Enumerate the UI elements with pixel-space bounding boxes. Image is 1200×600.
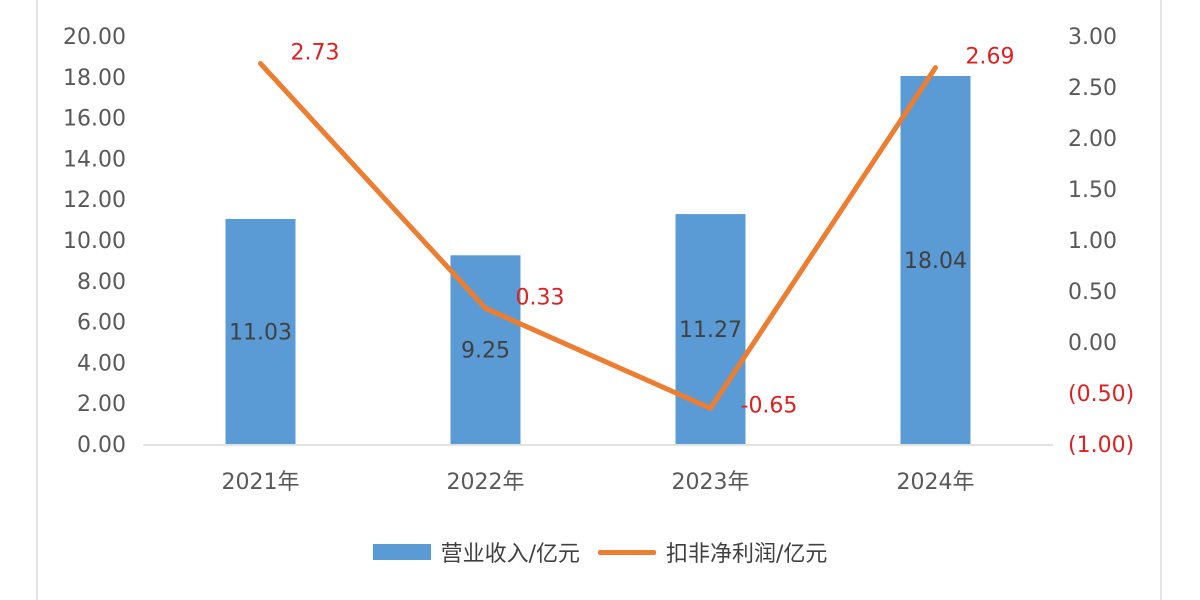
- revenue-bar: [225, 218, 296, 444]
- profit-data-label: 2.73: [291, 41, 340, 66]
- profit-data-label: 0.33: [516, 285, 565, 310]
- profit-point: [934, 66, 937, 69]
- legend-item-revenue: 营业收入/亿元: [372, 536, 580, 568]
- revenue-bars: 11.03 9.25 11.27 18.04: [225, 75, 971, 444]
- category-labels: 2021年 2022年 2023年 2024年: [222, 470, 975, 495]
- left-tick-label: 20.00: [63, 25, 126, 50]
- left-tick-label: 6.00: [77, 311, 126, 336]
- right-tick-label: 3.00: [1068, 25, 1117, 50]
- left-tick-label: 16.00: [63, 107, 126, 132]
- category-label: 2023年: [672, 470, 750, 495]
- right-tick-label: (1.00): [1068, 433, 1134, 458]
- right-tick-label: (0.50): [1068, 382, 1134, 407]
- left-axis: 20.00 18.00 16.00 14.00 12.00 10.00 8.00 6.00 4.…: [63, 25, 126, 458]
- legend: 营业收入/亿元 扣非净利润/亿元: [0, 536, 1200, 568]
- right-axis: 3.00 2.50 2.00 1.50 1.00 0.50 0.00 (0.50) (1.00): [1068, 25, 1134, 458]
- profit-data-label: 2.69: [966, 45, 1015, 70]
- profit-line: [258, 61, 938, 411]
- profit-point: [259, 62, 262, 65]
- left-tick-label: 18.00: [63, 66, 126, 91]
- revenue-bar-label: 11.03: [229, 320, 292, 345]
- left-tick-label: 0.00: [77, 433, 126, 458]
- legend-label-revenue: 营业收入/亿元: [440, 542, 580, 567]
- profit-point: [709, 407, 712, 410]
- left-tick-label: 8.00: [77, 270, 126, 295]
- revenue-bar-label: 11.27: [679, 318, 742, 343]
- legend-item-profit: 扣非净利润/亿元: [598, 536, 827, 568]
- right-tick-label: 2.50: [1068, 76, 1117, 101]
- legend-swatch-line: [598, 549, 656, 555]
- left-tick-label: 4.00: [77, 351, 126, 376]
- right-tick-label: 1.50: [1068, 178, 1117, 203]
- profit-line-series: 2.73 0.33 -0.65 2.69: [258, 41, 1015, 418]
- left-tick-label: 2.00: [77, 392, 126, 417]
- revenue-bar: [900, 75, 971, 444]
- profit-point: [484, 307, 487, 310]
- revenue-bar: [450, 255, 521, 444]
- left-tick-label: 10.00: [63, 229, 126, 254]
- right-tick-label: 0.50: [1068, 280, 1117, 305]
- right-frame-border: [1160, 0, 1162, 600]
- left-frame-border: [36, 0, 38, 600]
- legend-label-profit: 扣非净利润/亿元: [666, 542, 828, 567]
- category-label: 2022年: [447, 470, 525, 495]
- category-label: 2024年: [897, 470, 975, 495]
- right-tick-label: 2.00: [1068, 127, 1117, 152]
- left-tick-label: 12.00: [63, 188, 126, 213]
- right-tick-label: 1.00: [1068, 229, 1117, 254]
- legend-swatch-bar: [372, 544, 431, 560]
- revenue-bar-label: 18.04: [904, 249, 967, 274]
- left-tick-label: 14.00: [63, 147, 126, 172]
- profit-data-label: -0.65: [741, 393, 798, 418]
- right-tick-label: 0.00: [1068, 331, 1117, 356]
- category-label: 2021年: [222, 470, 300, 495]
- revenue-bar-label: 9.25: [461, 339, 510, 364]
